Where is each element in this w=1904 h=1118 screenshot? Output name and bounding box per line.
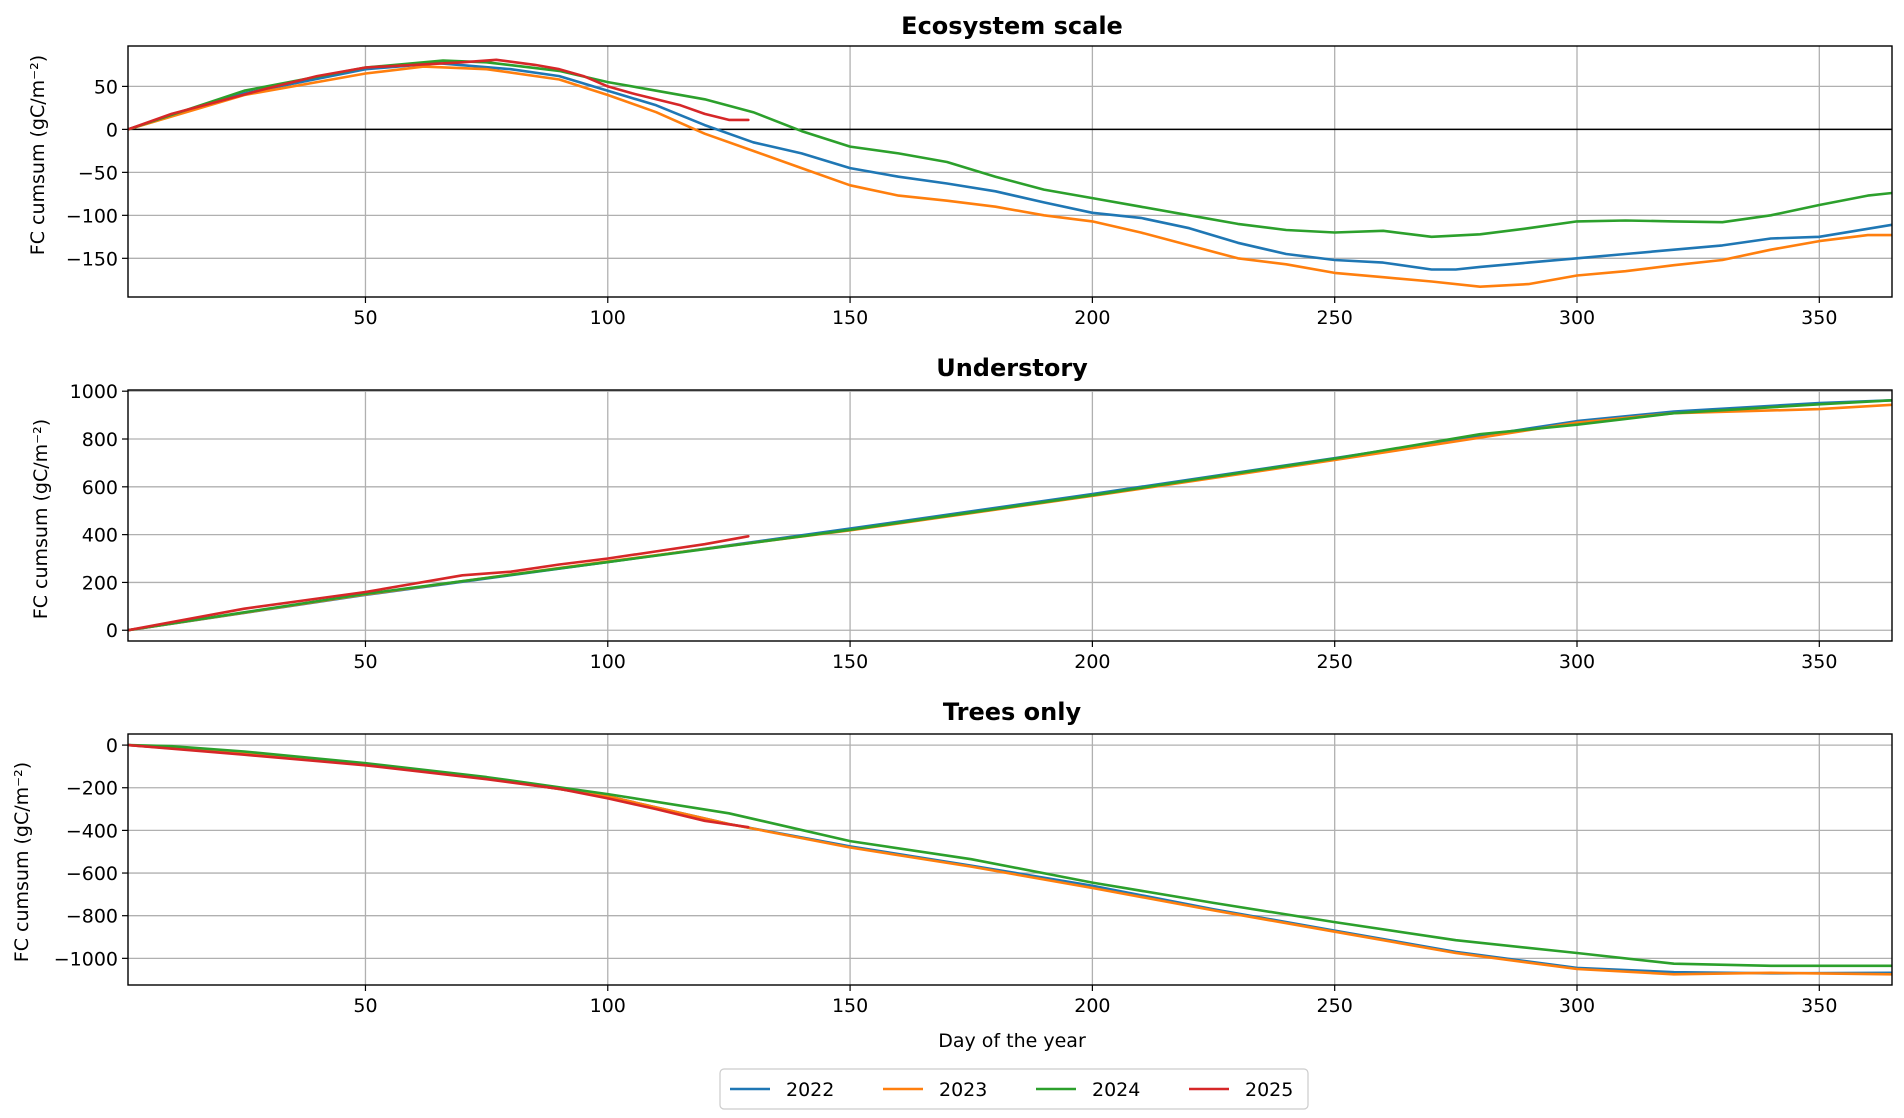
- panel-trees-only: Trees only FC cumsum (gC/m⁻²) Day of the…: [11, 698, 1893, 1052]
- y-tick-label: −200: [66, 778, 118, 800]
- series-line-2024: [128, 743, 1892, 968]
- panel-title: Ecosystem scale: [901, 12, 1123, 40]
- x-tick-label: 200: [1074, 995, 1110, 1017]
- y-tick-label: 600: [82, 477, 118, 499]
- y-tick-label: 0: [106, 620, 118, 642]
- x-tick-label: 300: [1559, 651, 1595, 673]
- y-tick-label: −800: [66, 906, 118, 928]
- x-tick-label: 250: [1317, 307, 1353, 329]
- x-tick-label: 300: [1559, 307, 1595, 329]
- panel-title: Understory: [936, 354, 1088, 382]
- y-tick-label: −400: [66, 820, 118, 842]
- grid: [128, 390, 1892, 641]
- panel-title: Trees only: [943, 698, 1082, 726]
- legend-frame: [719, 1068, 1309, 1110]
- y-tick-label: 400: [82, 525, 118, 547]
- legend-entry-2022: 2022: [730, 1079, 834, 1101]
- x-tick-label: 150: [832, 651, 868, 673]
- x-tick-label: 50: [353, 651, 377, 673]
- x-tick-label: 250: [1317, 995, 1353, 1017]
- series-line-2024: [128, 398, 1892, 632]
- y-tick-label: −100: [66, 205, 118, 227]
- legend-label: 2022: [786, 1079, 834, 1101]
- y-tick-label: 800: [82, 429, 118, 451]
- panel-understory: Understory FC cumsum (gC/m⁻²) 50 100 150 20…: [30, 354, 1893, 673]
- y-tick-label: 0: [106, 735, 118, 757]
- legend-label: 2024: [1092, 1079, 1140, 1101]
- x-tick-label: 300: [1559, 995, 1595, 1017]
- y-tick-label: 200: [82, 572, 118, 594]
- x-tick-label: 150: [832, 307, 868, 329]
- legend-entry-2025: 2025: [1189, 1079, 1293, 1101]
- legend: 2022 2023 2024 2025: [719, 1068, 1309, 1110]
- x-tick-label: 100: [590, 307, 626, 329]
- x-tick-label: 350: [1801, 307, 1837, 329]
- x-tick-label: 200: [1074, 307, 1110, 329]
- x-tick-label: 250: [1317, 651, 1353, 673]
- y-tick-label: −1000: [54, 948, 118, 970]
- x-tick-label: 50: [353, 307, 377, 329]
- y-axis-label: FC cumsum (gC/m⁻²): [11, 762, 33, 962]
- legend-entry-2023: 2023: [883, 1079, 987, 1101]
- legend-label: 2023: [939, 1079, 987, 1101]
- plot-frame: [127, 389, 1893, 642]
- legend-entry-2024: 2024: [1036, 1079, 1140, 1101]
- x-axis-label: Day of the year: [938, 1030, 1086, 1052]
- series-lines: [128, 398, 1892, 632]
- x-tick-label: 50: [353, 995, 377, 1017]
- panel-ecosystem-scale: Ecosystem scale FC cumsum (gC/m⁻²) 50 100…: [27, 12, 1893, 329]
- series-line-2022: [128, 61, 1892, 271]
- plot-frame: [127, 733, 1893, 986]
- x-tick-label: 100: [590, 995, 626, 1017]
- y-tick-label: −150: [66, 248, 118, 270]
- x-tick-label: 200: [1074, 651, 1110, 673]
- y-tick-label: 0: [106, 119, 118, 141]
- y-tick-label: −600: [66, 863, 118, 885]
- y-tick-label: −50: [78, 162, 118, 184]
- series-lines: [128, 58, 1892, 289]
- plot-frame: [127, 45, 1893, 298]
- series-line-2025: [128, 58, 750, 131]
- y-tick-label: 50: [94, 76, 118, 98]
- series-line-2025: [128, 743, 750, 829]
- y-axis-label: FC cumsum (gC/m⁻²): [30, 419, 52, 619]
- x-tick-label: 350: [1801, 651, 1837, 673]
- series-line-2023: [128, 65, 1892, 289]
- x-tick-label: 100: [590, 651, 626, 673]
- y-axis-label: FC cumsum (gC/m⁻²): [27, 55, 49, 255]
- y-tick-label: 1000: [70, 381, 118, 403]
- series-line-2025: [128, 534, 750, 632]
- x-tick-label: 350: [1801, 995, 1837, 1017]
- x-tick-label: 150: [832, 995, 868, 1017]
- series-lines: [128, 743, 1892, 976]
- legend-label: 2025: [1245, 1079, 1293, 1101]
